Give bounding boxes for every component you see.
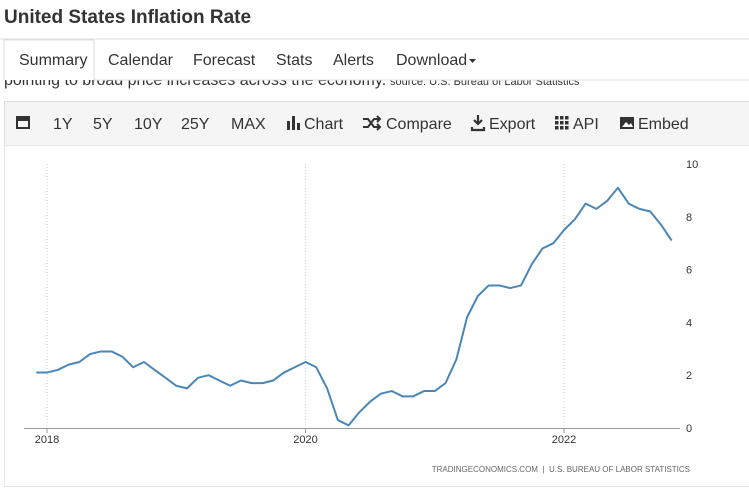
range-button[interactable]: MAX — [231, 116, 266, 133]
y-tick-label: 8 — [686, 212, 692, 224]
chart-credit: TRADINGECONOMICS.COM | U.S. BUREAU OF LA… — [432, 465, 690, 474]
nav-tab[interactable]: Summary — [19, 52, 87, 69]
nav-tab[interactable]: Alerts — [333, 52, 374, 69]
x-tick-label: 2020 — [293, 434, 317, 446]
chart-panel — [5, 146, 749, 487]
api-icon-cell — [560, 116, 564, 120]
api-icon-cell — [560, 126, 564, 130]
range-button[interactable]: 1Y — [53, 116, 73, 133]
api-icon-cell — [565, 126, 569, 130]
calendar-icon — [16, 116, 30, 129]
api-icon-cell — [555, 116, 559, 120]
api-icon-cell — [555, 126, 559, 130]
y-tick-label: 10 — [686, 159, 698, 171]
tool-button[interactable]: Compare — [386, 116, 452, 133]
y-tick-label: 6 — [686, 265, 692, 277]
tool-button[interactable]: Export — [489, 116, 536, 133]
tool-button[interactable]: Embed — [638, 116, 689, 133]
nav-tab[interactable]: Forecast — [193, 52, 256, 69]
api-icon-cell — [565, 116, 569, 120]
tool-button[interactable]: Chart — [304, 116, 344, 133]
x-tick-label: 2022 — [552, 434, 576, 446]
range-button[interactable]: 10Y — [134, 116, 163, 133]
tool-button[interactable]: API — [573, 116, 599, 133]
y-tick-label: 4 — [686, 317, 692, 329]
api-icon — [555, 116, 569, 130]
y-tick-label: 0 — [686, 423, 692, 435]
x-tick-label: 2018 — [35, 434, 59, 446]
page-title: United States Inflation Rate — [4, 7, 251, 28]
nav-tab[interactable]: Calendar — [108, 52, 174, 69]
embed-icon — [620, 117, 634, 129]
api-icon-cell — [560, 121, 564, 125]
range-button[interactable]: 25Y — [181, 116, 210, 133]
api-icon-cell — [555, 121, 559, 125]
nav-tab[interactable]: Download — [396, 52, 467, 69]
nav-tab[interactable]: Stats — [276, 52, 312, 69]
range-button[interactable]: 5Y — [93, 116, 113, 133]
api-icon-cell — [565, 121, 569, 125]
y-tick-label: 2 — [686, 370, 692, 382]
